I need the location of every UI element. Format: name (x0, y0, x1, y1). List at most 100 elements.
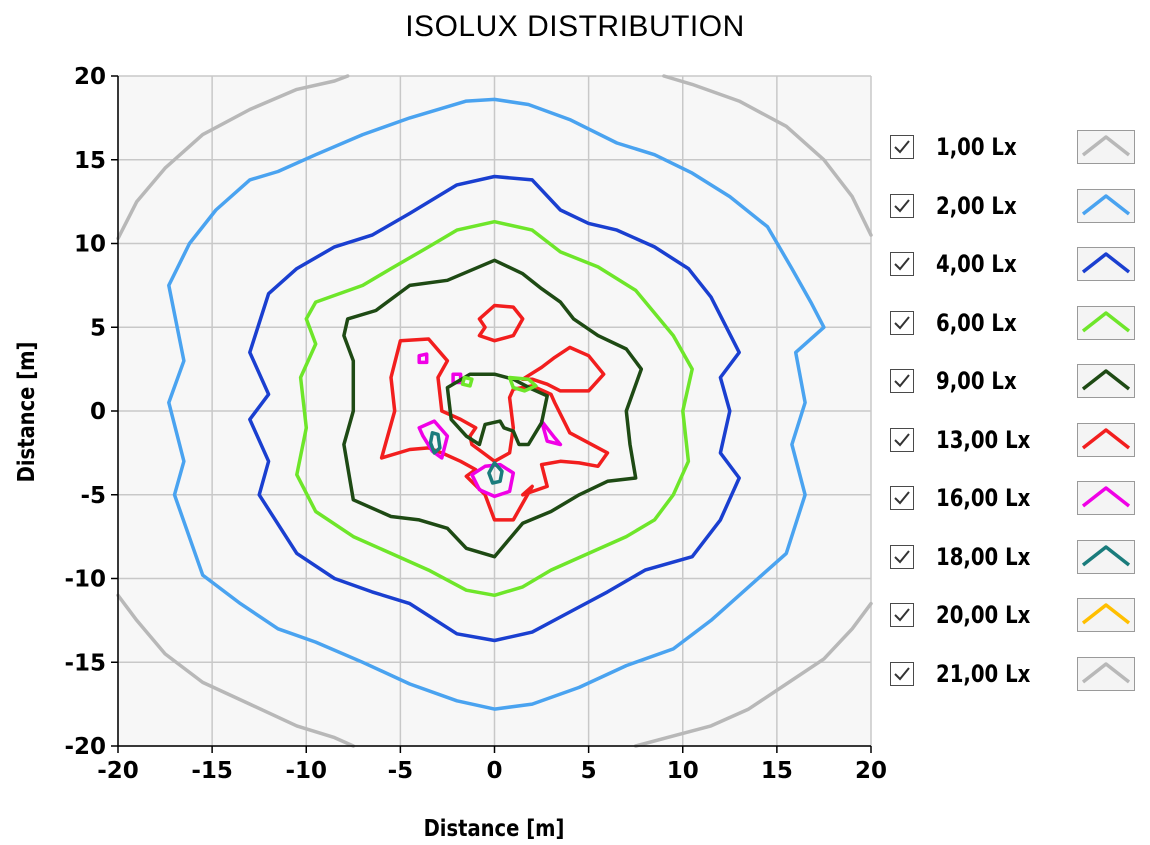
legend-checkbox[interactable] (890, 544, 914, 569)
axes (111, 75, 872, 753)
checkmark-icon (894, 432, 910, 446)
y-tick-label: -15 (64, 650, 106, 676)
legend-checkbox[interactable] (890, 486, 914, 510)
isolux-contour-13-00-lx (379, 337, 610, 522)
y-tick-label: 10 (74, 232, 106, 258)
isolux-contour-1-00-lx (662, 74, 873, 237)
legend-color-swatch-button[interactable] (1077, 188, 1135, 223)
y-tick-label: 20 (74, 64, 106, 90)
y-tick-label: -5 (80, 483, 106, 509)
isolux-contour-13-00-lx (477, 303, 525, 343)
isolux-contour-16-00-lx (539, 419, 563, 447)
line-sample-icon (1081, 193, 1131, 215)
line-sample-icon (1081, 544, 1131, 566)
legend-item: 2,00 Lx (890, 188, 1150, 225)
tick-labels: -20 -15 -10 -5 0 5 10 15 20 20 15 10 5 0 -5 -10 -15 -20 (64, 64, 887, 784)
x-tick-label: 15 (761, 758, 793, 784)
legend-item: 13,00 Lx (890, 422, 1150, 459)
isolux-contour-16-00-lx (451, 372, 463, 385)
legend-color-swatch-button[interactable] (1077, 247, 1135, 281)
y-tick-label: -10 (64, 567, 106, 593)
legend-checkbox[interactable] (890, 193, 914, 218)
checkmark-icon (894, 140, 910, 154)
checkmark-icon (894, 491, 910, 505)
legend-color-swatch-button[interactable] (1077, 598, 1135, 632)
y-tick-label: 0 (90, 399, 106, 425)
y-axis-label: Distance [m] (14, 342, 41, 483)
checkmark-icon (894, 257, 910, 271)
checkmark-icon (894, 374, 910, 388)
checkmark-icon (894, 549, 910, 563)
legend-checkbox[interactable] (890, 252, 914, 276)
x-tick-label: 10 (667, 758, 699, 784)
x-tick-label: -5 (388, 758, 414, 784)
x-tick-label: 5 (581, 758, 597, 784)
isolux-contour-2-00-lx (167, 97, 826, 711)
isolux-contour-6-00-lx (295, 219, 694, 598)
x-tick-label: -20 (97, 758, 139, 784)
legend-item: 16,00 Lx (890, 481, 1150, 517)
legend-color-swatch-button[interactable] (1077, 539, 1135, 574)
legend-item: 1,00 Lx (890, 130, 1150, 166)
legend-label: 2,00 Lx (936, 191, 1017, 220)
legend-checkbox[interactable] (890, 310, 914, 335)
legend-checkbox[interactable] (890, 369, 914, 393)
legend-label: 16,00 Lx (936, 484, 1031, 512)
legend-color-swatch-button[interactable] (1077, 481, 1135, 515)
line-sample-icon (1081, 310, 1131, 332)
isolux-contour-9-00-lx (342, 258, 644, 559)
chart-title: ISOLUX DISTRIBUTION (405, 10, 745, 43)
legend-color-swatch-button[interactable] (1077, 130, 1135, 164)
isolux-contour-16-00-lx (417, 419, 450, 460)
legend-label: 20,00 Lx (936, 601, 1031, 629)
legend-label: 13,00 Lx (936, 425, 1031, 454)
legend-color-swatch-button[interactable] (1077, 422, 1135, 457)
y-tick-label: -20 (64, 734, 106, 760)
y-tick-label: 5 (90, 315, 106, 341)
line-sample-icon (1081, 369, 1131, 391)
legend-item: 18,00 Lx (890, 539, 1150, 576)
isolux-contour-18-00-lx (487, 461, 504, 485)
checkmark-icon (894, 315, 910, 329)
x-tick-label: -10 (285, 758, 327, 784)
isolux-contour-9-00-lx (445, 372, 549, 447)
legend-checkbox[interactable] (890, 135, 914, 159)
line-sample-icon (1081, 427, 1131, 449)
legend-item: 9,00 Lx (890, 364, 1150, 400)
legend-checkbox[interactable] (890, 661, 914, 686)
isolux-contour-18-00-lx (428, 431, 442, 455)
legend-color-swatch-button[interactable] (1077, 656, 1135, 691)
isolux-contour-1-00-lx (116, 74, 350, 241)
isolux-contour-16-00-lx (470, 462, 516, 499)
checkmark-icon (894, 198, 910, 212)
x-tick-label: 20 (855, 758, 887, 784)
legend-color-swatch-button[interactable] (1077, 305, 1135, 340)
line-sample-icon (1081, 603, 1131, 625)
x-tick-label: 0 (486, 758, 502, 784)
isolux-contour-13-00-lx (520, 345, 606, 393)
isolux-contours (116, 74, 873, 748)
legend-item: 6,00 Lx (890, 305, 1150, 342)
legend-item: 4,00 Lx (890, 247, 1150, 283)
legend-checkbox[interactable] (890, 603, 914, 627)
checkmark-icon (894, 666, 910, 680)
legend-label: 4,00 Lx (936, 250, 1017, 278)
legend-checkbox[interactable] (890, 427, 914, 452)
isolux-contour-1-00-lx (116, 593, 356, 748)
legend-color-swatch-button[interactable] (1077, 364, 1135, 398)
isolux-contour-1-00-lx (633, 601, 873, 748)
legend-label: 9,00 Lx (936, 367, 1017, 395)
y-tick-label: 15 (74, 148, 106, 174)
legend-label: 1,00 Lx (936, 133, 1017, 161)
line-sample-icon (1081, 661, 1131, 683)
legend-item: 20,00 Lx (890, 598, 1150, 634)
legend-label: 18,00 Lx (936, 542, 1031, 571)
isolux-contour-6-00-lx (460, 375, 474, 388)
line-sample-icon (1081, 135, 1131, 157)
isolux-contour-6-00-lx (507, 375, 538, 393)
x-tick-label: -15 (191, 758, 233, 784)
line-sample-icon (1081, 252, 1131, 274)
legend-label: 6,00 Lx (936, 308, 1017, 337)
x-axis-label: Distance [m] (424, 816, 565, 843)
